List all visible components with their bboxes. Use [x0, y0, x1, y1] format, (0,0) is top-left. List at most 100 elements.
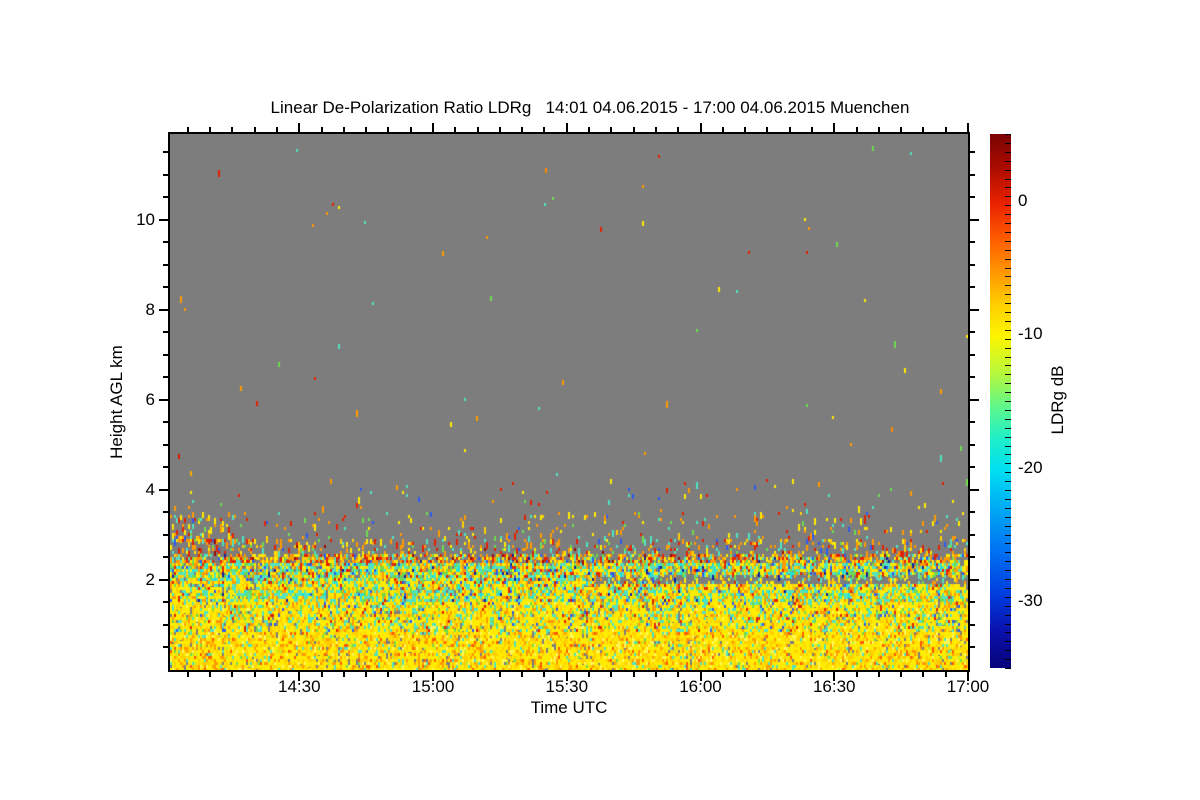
- colorbar-minor-tick: [1005, 231, 1011, 233]
- colorbar-minor-tick: [1005, 605, 1011, 607]
- y-minor-tick: [163, 466, 168, 469]
- x-minor-tick: [944, 672, 947, 677]
- x-minor-tick-top: [275, 127, 278, 132]
- colorbar-minor-tick: [1005, 659, 1011, 661]
- x-minor-tick: [610, 672, 613, 677]
- y-major-tick: [159, 218, 168, 221]
- y-major-tick-right: [970, 308, 979, 311]
- x-minor-tick-top: [387, 127, 390, 132]
- colorbar-minor-tick: [1005, 276, 1011, 278]
- x-minor-tick-top: [788, 127, 791, 132]
- x-major-tick-top: [565, 123, 568, 132]
- x-minor-tick-top: [744, 127, 747, 132]
- x-minor-tick: [231, 672, 234, 677]
- colorbar-minor-tick: [1005, 383, 1011, 385]
- chart-title: Linear De-Polarization Ratio LDRg 14:01 …: [270, 98, 910, 117]
- colorbar-minor-tick: [1005, 409, 1011, 411]
- x-minor-tick-top: [409, 127, 412, 132]
- x-minor-tick-top: [543, 127, 546, 132]
- x-major-tick: [833, 672, 836, 681]
- colorbar-tick-label: -10: [1018, 324, 1043, 344]
- colorbar-minor-tick: [1005, 320, 1011, 322]
- y-minor-tick: [163, 443, 168, 446]
- x-minor-tick: [788, 672, 791, 677]
- colorbar-minor-tick: [1005, 632, 1011, 634]
- x-minor-tick-top: [186, 127, 189, 132]
- x-minor-tick: [543, 672, 546, 677]
- colorbar-minor-tick: [1005, 160, 1011, 162]
- colorbar-minor-tick: [1005, 401, 1011, 402]
- x-major-tick: [565, 672, 568, 681]
- colorbar-minor-tick: [1005, 552, 1011, 554]
- colorbar-minor-tick: [1005, 214, 1011, 216]
- y-minor-tick: [163, 556, 168, 559]
- x-tick-label: 15:30: [545, 677, 589, 696]
- y-minor-tick-right: [970, 173, 975, 176]
- y-minor-tick-right: [970, 533, 975, 536]
- colorbar-label: LDRg dB: [1048, 365, 1067, 435]
- colorbar-minor-tick: [1005, 258, 1011, 260]
- colorbar-minor-tick: [1005, 570, 1011, 572]
- x-major-tick: [298, 672, 301, 681]
- x-minor-tick: [744, 672, 747, 677]
- y-minor-tick: [163, 421, 168, 424]
- colorbar-minor-tick: [1005, 294, 1011, 296]
- x-tick-label: 17:00: [946, 677, 990, 696]
- y-tick-label: 8: [145, 299, 155, 319]
- y-minor-tick: [163, 623, 168, 626]
- colorbar-minor-tick: [1005, 614, 1011, 616]
- colorbar-minor-tick: [1005, 525, 1011, 527]
- colorbar-minor-tick: [1005, 472, 1011, 474]
- x-minor-tick-top: [855, 127, 858, 132]
- x-minor-tick-top: [476, 127, 479, 132]
- colorbar-minor-tick: [1005, 579, 1011, 580]
- y-major-tick: [159, 578, 168, 581]
- x-minor-tick-top: [944, 127, 947, 132]
- y-major-tick: [159, 488, 168, 491]
- y-minor-tick: [163, 601, 168, 604]
- colorbar-tick-label: 0: [1018, 190, 1028, 210]
- colorbar-minor-tick: [1005, 436, 1011, 438]
- x-minor-tick-top: [454, 127, 457, 132]
- colorbar-minor-tick: [1005, 392, 1011, 394]
- y-major-tick: [159, 398, 168, 401]
- colorbar-minor-tick: [1005, 142, 1011, 144]
- x-minor-tick-top: [922, 127, 925, 132]
- y-minor-tick-right: [970, 511, 975, 514]
- x-axis-label: Time UTC: [530, 698, 608, 717]
- x-minor-tick: [877, 672, 880, 677]
- x-minor-tick: [900, 672, 903, 677]
- x-minor-tick: [275, 672, 278, 677]
- y-major-tick-right: [970, 398, 979, 401]
- colorbar-minor-tick: [1005, 187, 1011, 189]
- colorbar-minor-tick: [1005, 418, 1011, 420]
- colorbar-minor-tick: [1005, 329, 1011, 331]
- x-minor-tick: [766, 672, 769, 677]
- x-major-tick: [967, 672, 969, 681]
- x-minor-tick: [498, 672, 501, 677]
- x-major-tick-top: [967, 123, 969, 132]
- colorbar-tick-label: -20: [1018, 457, 1043, 477]
- x-minor-tick-top: [632, 127, 635, 132]
- x-minor-tick: [209, 672, 212, 677]
- x-major-tick: [432, 672, 435, 681]
- x-minor-tick: [855, 672, 858, 677]
- x-minor-tick: [454, 672, 457, 677]
- y-tick-label: 2: [145, 569, 155, 589]
- x-minor-tick: [342, 672, 345, 677]
- y-minor-tick-right: [970, 623, 975, 626]
- x-tick-label: 16:00: [679, 677, 722, 696]
- y-minor-tick-right: [970, 646, 975, 649]
- colorbar-minor-tick: [1005, 151, 1011, 153]
- colorbar-minor-tick: [1005, 134, 1011, 135]
- x-minor-tick: [922, 672, 925, 677]
- x-major-tick-top: [699, 123, 702, 132]
- y-minor-tick: [163, 196, 168, 199]
- y-minor-tick: [163, 151, 168, 154]
- colorbar-minor-tick: [1005, 543, 1011, 545]
- x-minor-tick: [521, 672, 524, 677]
- y-minor-tick-right: [970, 601, 975, 604]
- y-minor-tick-right: [970, 466, 975, 469]
- colorbar-minor-tick: [1005, 668, 1011, 669]
- colorbar-minor-tick: [1005, 169, 1011, 171]
